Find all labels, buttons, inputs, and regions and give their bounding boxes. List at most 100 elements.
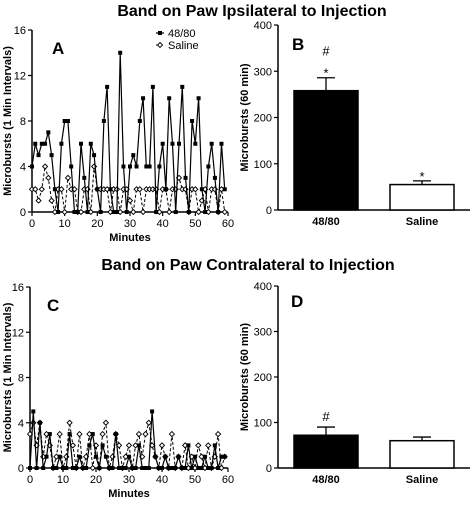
data-point-48-80 [222,454,227,459]
data-point-48-80 [206,466,211,470]
y-axis-label: Microbursts (1 Min Intervals) [2,302,14,452]
y-tick-label: 16 [12,282,24,294]
data-point-48-80 [123,466,128,470]
y-tick-label: 200 [254,113,272,125]
data-point-saline [76,430,83,438]
data-point-48-80 [97,466,102,470]
data-point-48-80 [203,210,208,214]
data-point-48-80 [37,420,42,425]
bar-48-80 [293,434,359,469]
data-point-saline [158,442,166,449]
x-category-label: 48/80 [312,216,340,228]
data-point-48-80 [209,141,214,146]
legend-marker-saline [156,41,164,49]
y-tick-label: 12 [12,327,24,339]
data-point-48-80 [74,466,79,470]
data-point-48-80 [153,454,158,459]
data-point-48-80 [80,466,85,470]
data-point-48-80 [190,119,195,123]
data-point-48-80 [199,466,204,470]
data-point-48-80 [49,153,54,158]
data-point-saline [102,419,110,426]
data-point-48-80 [82,175,87,180]
data-point-48-80 [64,466,69,470]
data-point-48-80 [163,454,168,459]
data-point-saline [166,208,173,216]
data-point-48-80 [196,96,201,101]
y-tick-label: 100 [254,418,272,430]
data-point-48-80 [39,141,44,146]
data-point-48-80 [47,432,52,437]
x-tick-label: 50 [189,474,201,486]
data-point-48-80 [72,210,77,214]
data-point-48-80 [137,119,142,123]
data-point-48-80 [120,466,125,470]
x-tick-label: 0 [29,218,35,230]
data-point-48-80 [117,466,122,470]
data-point-saline [168,430,176,438]
x-tick-label: 30 [124,218,136,230]
data-point-48-80 [163,187,168,192]
data-point-48-80 [54,466,59,470]
data-point-48-80 [199,187,204,192]
y-axis-label: Microbursts (1 Min Intervals) [2,46,14,196]
data-point-48-80 [110,466,115,470]
y-tick-label: 0 [266,205,272,217]
data-point-48-80 [186,210,191,214]
x-tick-label: 10 [57,474,69,486]
data-point-48-80 [154,210,159,214]
data-point-saline [41,163,49,170]
x-tick-label: 40 [157,218,169,230]
data-point-48-80 [90,432,95,437]
bar-48-80 [293,89,359,211]
data-point-48-80 [28,466,32,470]
data-point-48-80 [59,141,64,146]
data-point-48-80 [33,141,38,146]
x-tick-label: 60 [222,218,234,230]
data-point-48-80 [43,141,48,146]
data-point-saline [142,430,149,438]
data-point-saline [192,186,199,193]
panel-letter-c: C [47,296,59,315]
data-point-48-80 [219,454,224,459]
x-tick-label: 30 [123,474,135,486]
data-point-saline [195,442,202,449]
data-point-saline [195,208,202,216]
data-point-48-80 [56,210,61,214]
legend-label-saline: Saline [168,40,199,52]
data-point-48-80 [57,454,62,459]
data-point-48-80 [34,466,39,470]
figure-title-bottom: Band on Paw Contralateral to Injection [101,257,394,274]
panel-d-bar-chart: 0 100 200 300 400 Microbursts (60 min) D 48/80 #… [239,281,470,486]
data-point-48-80 [41,466,46,470]
data-point-48-80 [170,141,175,146]
data-point-48-80 [88,141,93,146]
data-point-48-80 [101,119,106,123]
data-point-48-80 [219,141,224,146]
data-point-48-80 [79,141,83,146]
data-point-48-80 [118,50,123,55]
data-point-48-80 [31,409,36,414]
data-point-48-80 [144,164,149,169]
data-point-48-80 [114,210,119,214]
data-point-48-80 [176,454,181,459]
data-point-48-80 [150,84,155,89]
data-point-48-80 [113,432,118,437]
x-tick-label: 0 [27,474,33,486]
data-point-48-80 [212,443,217,448]
series-line-saline [29,422,226,469]
data-point-48-80 [87,443,92,448]
series-line-48-80 [31,52,226,213]
x-tick-label: 60 [222,474,234,486]
data-point-saline [145,419,152,426]
y-tick-label: 12 [14,71,26,83]
data-point-48-80 [169,466,174,470]
significance-marker: * [419,169,424,184]
data-point-saline [35,197,42,204]
data-point-48-80 [36,153,41,158]
data-point-saline [126,197,134,204]
data-point-48-80 [65,119,70,123]
data-point-48-80 [107,466,112,470]
significance-marker: # [322,44,330,59]
